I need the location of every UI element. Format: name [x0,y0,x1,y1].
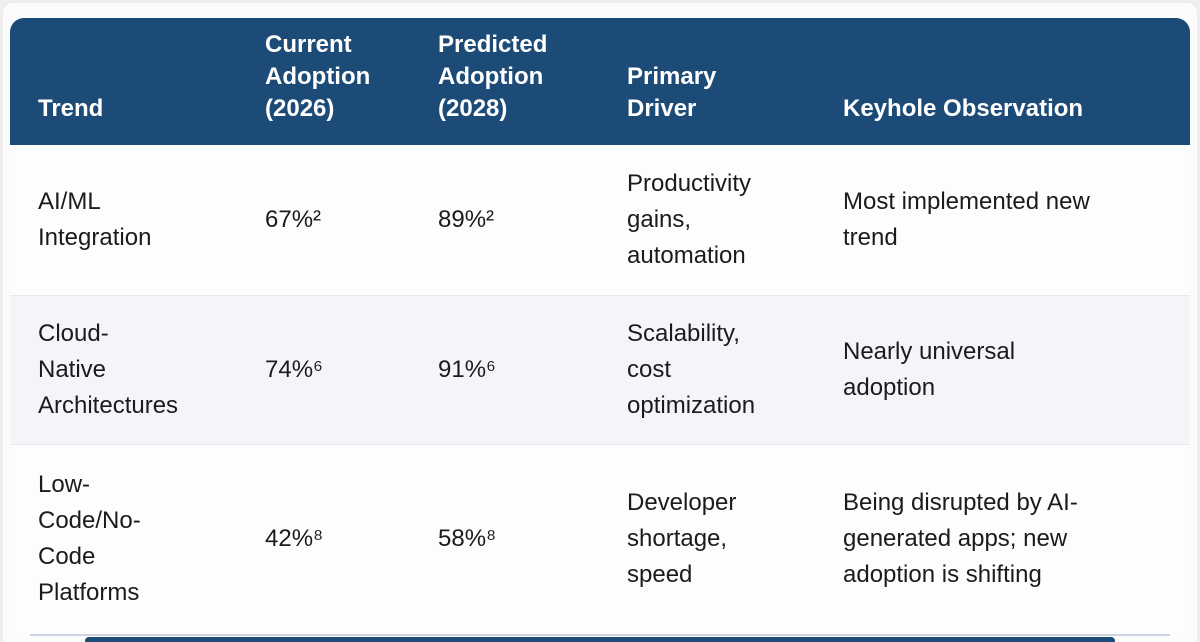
column-header-predicted-adoption: Predicted Adoption (2028) [438,31,548,122]
column-header-keyhole-observation: Keyhole Observation [843,95,1084,122]
cell-trend: AI/ML Integration [38,188,152,251]
cell-current-adoption: 67%² [265,206,322,233]
table-header-row: Trend Current Adoption (2026) Predicted … [10,18,1190,145]
cell-current-adoption: 74%⁶ [265,356,323,383]
table-row-ai-ml: AI/ML Integration 67%² 89%² Productivity… [10,145,1190,295]
table-row-low-code: Low- Code/No- Code Platforms 42%⁸ 58%⁸ D… [10,445,1190,633]
cell-predicted-adoption: 91%⁶ [438,356,496,383]
column-header-current-adoption: Current Adoption (2026) [265,31,371,122]
cell-keyhole-observation: Nearly universal adoption [843,338,1016,401]
cell-current-adoption: 42%⁸ [265,525,324,552]
cell-keyhole-observation: Being disrupted by AI- generated apps; n… [843,489,1078,588]
cell-predicted-adoption: 58%⁸ [438,525,497,552]
column-header-trend: Trend [38,95,104,122]
trends-table: Trend Current Adoption (2026) Predicted … [10,18,1190,633]
cell-primary-driver: Productivity gains, automation [627,170,752,269]
column-header-primary-driver: Primary Driver [627,63,717,122]
cell-trend: Low- Code/No- Code Platforms [38,471,141,606]
cell-predicted-adoption: 89%² [438,206,495,233]
next-table-header-partial [85,637,1115,642]
cell-trend: Cloud- Native Architectures [38,320,179,419]
table-bottom-divider [30,634,1170,636]
cell-keyhole-observation: Most implemented new trend [843,188,1090,251]
table-row-cloud-native: Cloud- Native Architectures 74%⁶ 91%⁶ Sc… [10,295,1190,445]
cell-primary-driver: Scalability, cost optimization [627,320,756,419]
cell-primary-driver: Developer shortage, speed [627,489,737,588]
